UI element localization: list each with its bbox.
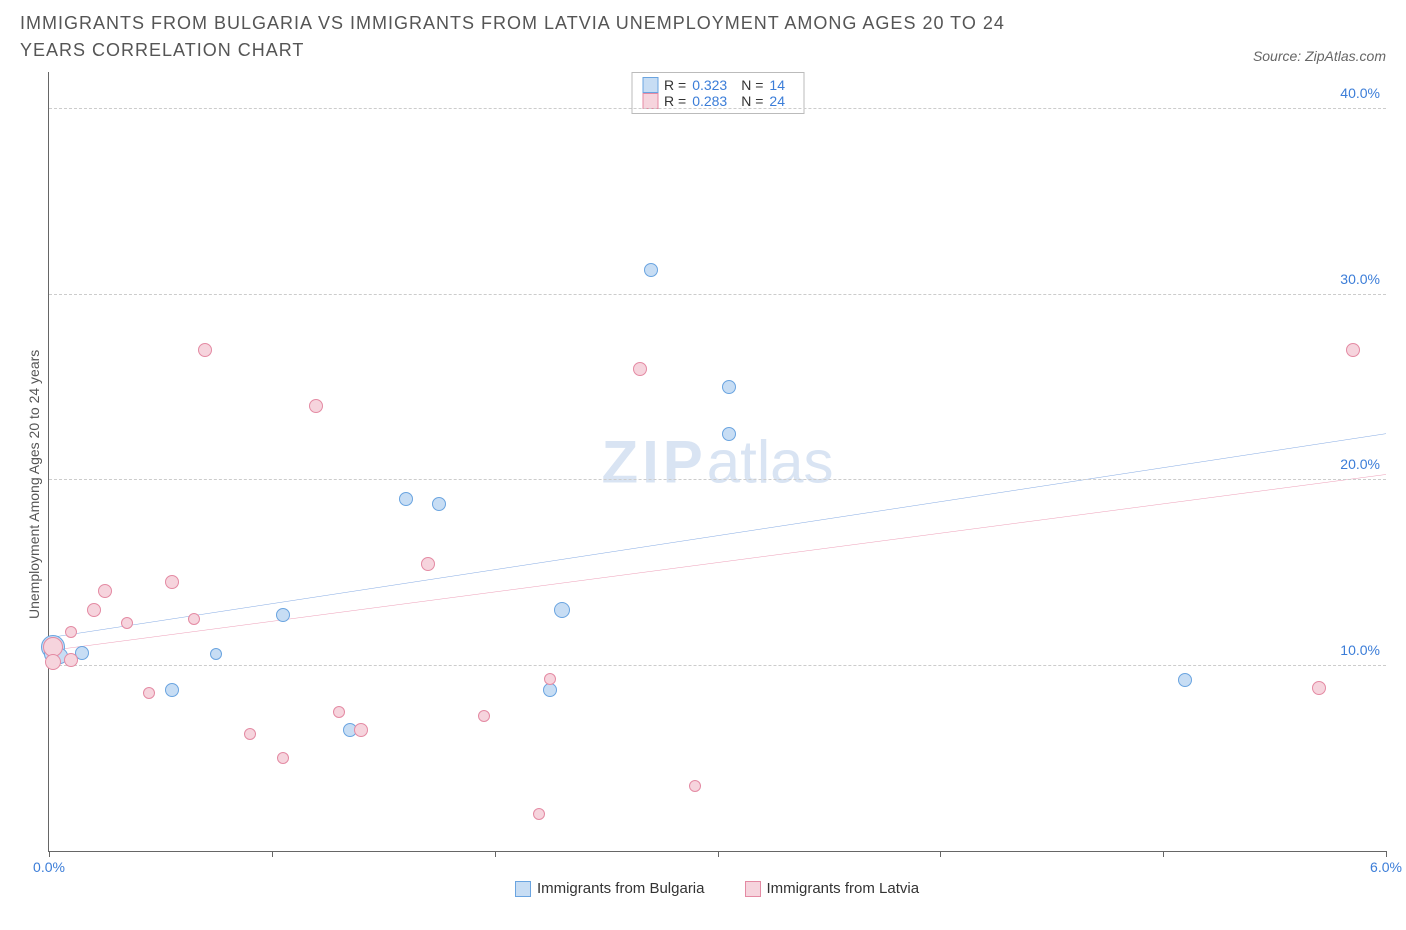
scatter-point	[64, 653, 78, 667]
legend-r-label: R =	[664, 93, 686, 109]
scatter-point	[633, 362, 647, 376]
scatter-point	[333, 706, 345, 718]
scatter-point	[309, 399, 323, 413]
scatter-point	[188, 613, 200, 625]
x-tick	[495, 851, 496, 857]
scatter-point	[1178, 673, 1192, 687]
scatter-point	[421, 557, 435, 571]
scatter-point	[1312, 681, 1326, 695]
grid-line	[49, 108, 1386, 109]
series-legend-item: Immigrants from Bulgaria	[515, 880, 705, 897]
x-tick-label: 0.0%	[33, 859, 65, 875]
scatter-point	[544, 673, 556, 685]
scatter-point	[554, 602, 570, 618]
grid-line	[49, 294, 1386, 295]
legend-row: R = 0.283 N = 24	[642, 93, 793, 109]
scatter-point	[722, 380, 736, 394]
scatter-point	[65, 626, 77, 638]
scatter-point	[143, 687, 155, 699]
x-tick	[718, 851, 719, 857]
x-tick	[940, 851, 941, 857]
scatter-plot: ZIPatlas R = 0.323 N = 14 R = 0.283 N = 24 10.0…	[48, 72, 1386, 852]
scatter-point	[210, 648, 222, 660]
series-legend: Immigrants from Bulgaria Immigrants from …	[48, 880, 1386, 897]
x-tick	[1386, 851, 1387, 857]
scatter-point	[121, 617, 133, 629]
legend-n-label: N =	[741, 77, 763, 93]
x-tick	[272, 851, 273, 857]
scatter-point	[277, 752, 289, 764]
chart-container: Unemployment Among Ages 20 to 24 years Z…	[20, 72, 1386, 897]
y-axis-label: Unemployment Among Ages 20 to 24 years	[20, 72, 48, 897]
watermark: ZIPatlas	[601, 427, 833, 496]
scatter-point	[722, 427, 736, 441]
legend-n-label: N =	[741, 93, 763, 109]
legend-swatch	[515, 881, 531, 897]
legend-n-value: 14	[769, 77, 785, 93]
chart-title: IMMIGRANTS FROM BULGARIA VS IMMIGRANTS F…	[20, 10, 1020, 64]
x-tick	[1163, 851, 1164, 857]
y-tick-label: 20.0%	[1340, 456, 1380, 472]
scatter-point	[432, 497, 446, 511]
legend-row: R = 0.323 N = 14	[642, 77, 793, 93]
y-tick-label: 30.0%	[1340, 271, 1380, 287]
legend-n-value: 24	[769, 93, 785, 109]
trend-line	[49, 434, 1386, 638]
scatter-point	[45, 654, 61, 670]
scatter-point	[354, 723, 368, 737]
scatter-point	[87, 603, 101, 617]
scatter-point	[276, 608, 290, 622]
scatter-point	[533, 808, 545, 820]
series-legend-item: Immigrants from Latvia	[745, 880, 920, 897]
watermark-zip: ZIP	[601, 428, 706, 495]
scatter-point	[543, 683, 557, 697]
scatter-point	[1346, 343, 1360, 357]
legend-swatch	[642, 93, 658, 109]
grid-line	[49, 479, 1386, 480]
scatter-point	[165, 683, 179, 697]
scatter-point	[198, 343, 212, 357]
series-legend-label: Immigrants from Latvia	[767, 880, 920, 897]
legend-r-value: 0.323	[692, 77, 727, 93]
x-tick	[49, 851, 50, 857]
legend-swatch	[642, 77, 658, 93]
series-legend-label: Immigrants from Bulgaria	[537, 880, 705, 897]
legend-swatch	[745, 881, 761, 897]
scatter-point	[689, 780, 701, 792]
scatter-point	[644, 263, 658, 277]
scatter-point	[478, 710, 490, 722]
legend-r-label: R =	[664, 77, 686, 93]
scatter-point	[98, 584, 112, 598]
source-label: Source: ZipAtlas.com	[1253, 48, 1386, 64]
legend-r-value: 0.283	[692, 93, 727, 109]
trend-line	[49, 474, 1386, 650]
y-tick-label: 10.0%	[1340, 642, 1380, 658]
y-tick-label: 40.0%	[1340, 85, 1380, 101]
x-tick-label: 6.0%	[1370, 859, 1402, 875]
scatter-point	[165, 575, 179, 589]
scatter-point	[244, 728, 256, 740]
scatter-point	[399, 492, 413, 506]
grid-line	[49, 665, 1386, 666]
